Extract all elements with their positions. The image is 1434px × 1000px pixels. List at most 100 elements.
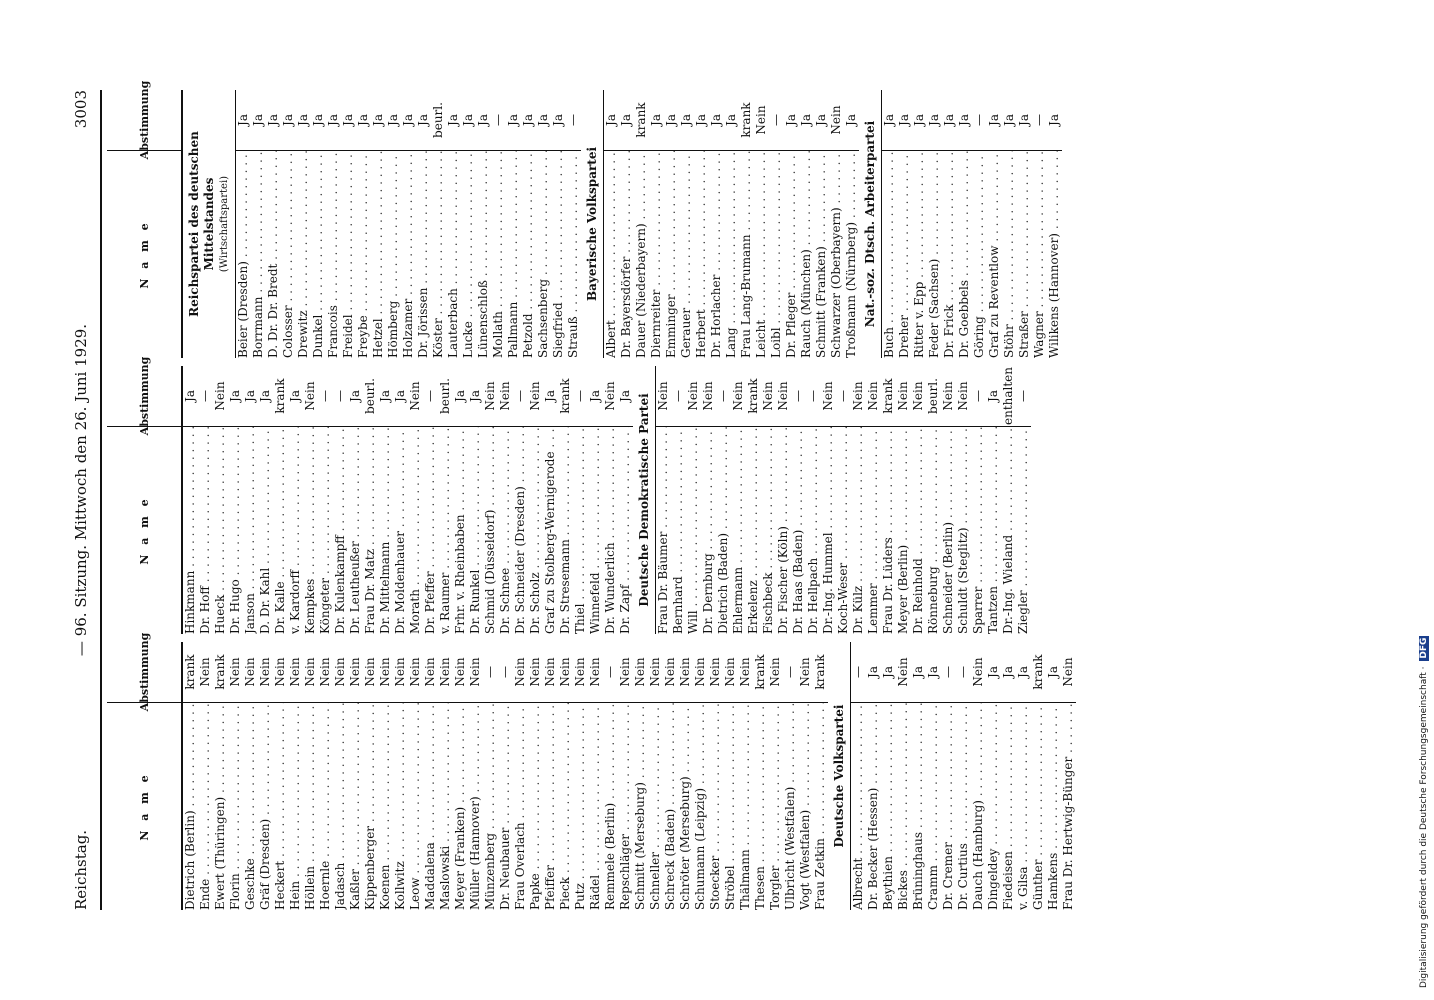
vote-value: Nein [468,657,482,687]
vote-row: Herbert Ja [694,90,709,358]
member-name: Schneller [648,702,663,910]
vote-row: Erkelenz krank [746,366,761,634]
vote-row: Schneller Nein [648,642,663,910]
vote-row: Pieck Nein [558,642,573,910]
vote-row: Cramm Ja [926,642,941,910]
vote-value: Nein [228,657,242,687]
vote-row: v. Kardorff Ja [288,366,303,634]
vote-value: Ja [679,114,693,126]
vote-row: Jadasch Nein [333,642,348,910]
vote-row: Bickes Nein [896,642,911,910]
member-name: Schröter (Merseburg) [678,702,693,910]
member-name: Ewert (Thüringen) [213,702,228,910]
member-name: Florin [228,702,243,910]
vote-heading: Abstimmung [137,80,151,160]
vote-row: Lemmer Nein [866,366,881,634]
member-name: Leow [408,702,423,910]
vote-row: Dr. Leutheußer Ja [348,366,363,634]
member-name: Dauch (Hamburg) [971,702,986,910]
vote-value: beurl. [926,378,940,414]
vote-value: Ja [784,114,798,126]
member-name: Wagner [1032,150,1047,358]
member-name: Herbert [694,150,709,358]
member-name: Freidel [341,150,356,358]
vote-value: krank [213,654,227,690]
vote-value: krank [739,102,753,138]
vote-value: Nein [333,657,347,687]
vote-row: Hueck Nein [213,366,228,634]
member-name: Maslowski [438,702,453,910]
member-name: Frhr. v. Rheinbaben [453,426,468,634]
vote-row: Tantzen Ja [986,366,1001,634]
vote-row: Feder (Sachsen) Ja [927,90,942,358]
vote-row: Dr. Moldenhauer Ja [393,366,408,634]
vote-row: Holzamer Ja [401,90,416,358]
member-name: Lünenschloß [476,150,491,358]
member-name: Dr. Jörissen [416,150,431,358]
vote-row: Frau Dr. Bäumer Nein [656,366,671,634]
vote-value: Ja [1017,114,1031,126]
vote-row: Dr.-Ing. Wielandenthalten [1001,366,1016,634]
vote-row: Meyer (Berlin) Nein [896,366,911,634]
vote-value: Ja [927,114,941,126]
vote-value: Nein [821,381,835,411]
vote-value: Ja [882,114,896,126]
member-name: Hömberg [386,150,401,358]
vote-value: Ja [243,390,257,402]
member-name: Fiedeisen [1001,702,1016,910]
vote-list: HinkmannJaDr. Hoff—HueckNeinDr. HugoJaJa… [183,366,633,634]
member-name: Dietrich (Baden) [716,426,731,634]
vote-value: Ja [326,114,340,126]
vote-value: Ja [506,114,520,126]
member-name: Thiel [573,426,588,634]
vote-value: — [971,390,985,402]
vote-row: Emminger Ja [664,90,679,358]
vote-value: Ja [866,666,880,678]
vote-value: krank [753,654,767,690]
vote-row: Köster beurl. [431,90,446,358]
member-name: Albert [604,150,619,358]
vote-value: Nein [829,105,843,135]
vote-value: Ja [461,114,475,126]
member-name: Göring [972,150,987,358]
vote-row: Dr. Hellpach — [806,366,821,634]
vote-value: krank [634,102,648,138]
vote-row: Koenen Nein [378,642,393,910]
vote-row: Torgler Nein [768,642,783,910]
vote-row: Fiedeisen Ja [1001,642,1016,910]
vote-value: Ja [543,390,557,402]
vote-value: Nein [378,657,392,687]
vote-row: D. Dr. Dr. Bredt Ja [266,90,281,358]
vote-value: Ja [986,666,1000,678]
vote-row: Ewert (Thüringen) krank [213,642,228,910]
vote-value: Nein [1061,657,1075,687]
vote-value: Ja [588,390,602,402]
member-name: Schneider (Berlin) [941,426,956,634]
vote-row: Drewitz Ja [296,90,311,358]
vote-value: — [491,114,505,126]
member-name: Gerauer [679,150,694,358]
vote-value: Nein [678,657,692,687]
vote-row: Thälmann Nein [738,642,753,910]
vote-value: krank [881,378,895,414]
vote-value: Ja [987,114,1001,126]
vote-row: Lünenschloß Ja [476,90,491,358]
vote-row: Buch Ja [882,90,897,358]
member-name: Kollwitz [393,702,408,910]
member-name: Bickes [896,702,911,910]
vote-row: Dr. Neubauer — [498,642,513,910]
vote-value: Ja [844,114,858,126]
member-name: Dr. Zapf [618,426,633,634]
vote-row: Frau Dr. Matz beurl. [363,366,378,634]
column-header: N a m e Abstimmung [107,633,183,910]
vote-row: Günther krank [1031,642,1046,910]
vote-row: Thiel — [573,366,588,634]
member-name: Kaßler [348,702,363,910]
vote-row: Ritter v. Epp Ja [912,90,927,358]
member-name: Dr. Külz [851,426,866,634]
vote-value: Ja [251,114,265,126]
member-name: D. Dr. Kahl [258,426,273,634]
member-name: Tantzen [986,426,1001,634]
vote-row: Colosser Ja [281,90,296,358]
vote-row: Winnefeld Ja [588,366,603,634]
